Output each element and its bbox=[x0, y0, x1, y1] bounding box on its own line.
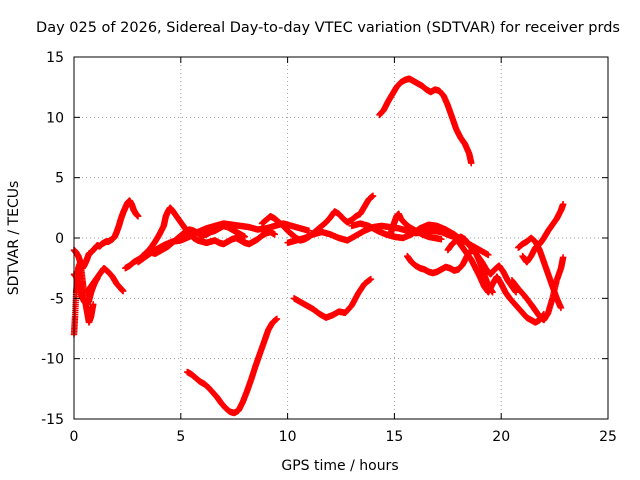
x-tick-label: 25 bbox=[599, 429, 617, 445]
series-arc-07 bbox=[134, 220, 313, 266]
series-arc-10 bbox=[348, 220, 492, 259]
data-series bbox=[70, 75, 567, 417]
series-arc-11 bbox=[386, 210, 445, 243]
data-point bbox=[271, 231, 278, 238]
data-point bbox=[369, 192, 377, 199]
data-point bbox=[90, 301, 97, 308]
y-tick-label: 0 bbox=[55, 231, 64, 247]
series-arc-20 bbox=[290, 275, 375, 321]
y-tick-label: -15 bbox=[41, 412, 64, 428]
data-point bbox=[485, 251, 492, 259]
series-arc-16 bbox=[508, 254, 567, 324]
x-tick-label: 5 bbox=[176, 429, 185, 445]
series-arc-12 bbox=[376, 75, 475, 167]
data-point bbox=[241, 233, 249, 240]
data-point bbox=[305, 227, 313, 234]
y-tick-label: 5 bbox=[55, 171, 64, 187]
data-point bbox=[119, 287, 127, 295]
series-arc-06 bbox=[139, 204, 278, 260]
x-tick-label: 15 bbox=[385, 429, 403, 445]
data-point bbox=[559, 254, 567, 261]
y-tick-label: -5 bbox=[50, 291, 64, 307]
data-point bbox=[273, 315, 281, 323]
axis-ticks: 0 5 10 15 20 25 -15 -10 -5 0 5 10 15 bbox=[41, 50, 617, 445]
y-tick-label: 10 bbox=[46, 110, 64, 126]
series-arc-18 bbox=[515, 234, 565, 312]
x-tick-label: 20 bbox=[492, 429, 510, 445]
series-arc-19 bbox=[184, 315, 281, 417]
x-axis-label: GPS time / hours bbox=[281, 458, 398, 474]
data-point bbox=[557, 304, 565, 312]
series-arc-02 bbox=[70, 271, 101, 308]
y-axis-label: SDTVAR / TECUs bbox=[6, 181, 22, 296]
data-point bbox=[559, 201, 567, 208]
data-point bbox=[134, 213, 142, 220]
data-point bbox=[468, 159, 475, 167]
y-tick-label: 15 bbox=[46, 50, 64, 66]
grid bbox=[74, 57, 608, 419]
chart-title: Day 025 of 2026, Sidereal Day-to-day VTE… bbox=[36, 20, 620, 36]
data-point bbox=[367, 275, 375, 283]
series-arc-04 bbox=[83, 264, 127, 296]
y-tick-label: -10 bbox=[41, 352, 64, 368]
x-tick-label: 10 bbox=[279, 429, 297, 445]
data-point bbox=[438, 236, 445, 243]
series-arc-08 bbox=[258, 192, 377, 244]
x-tick-label: 0 bbox=[70, 429, 79, 445]
